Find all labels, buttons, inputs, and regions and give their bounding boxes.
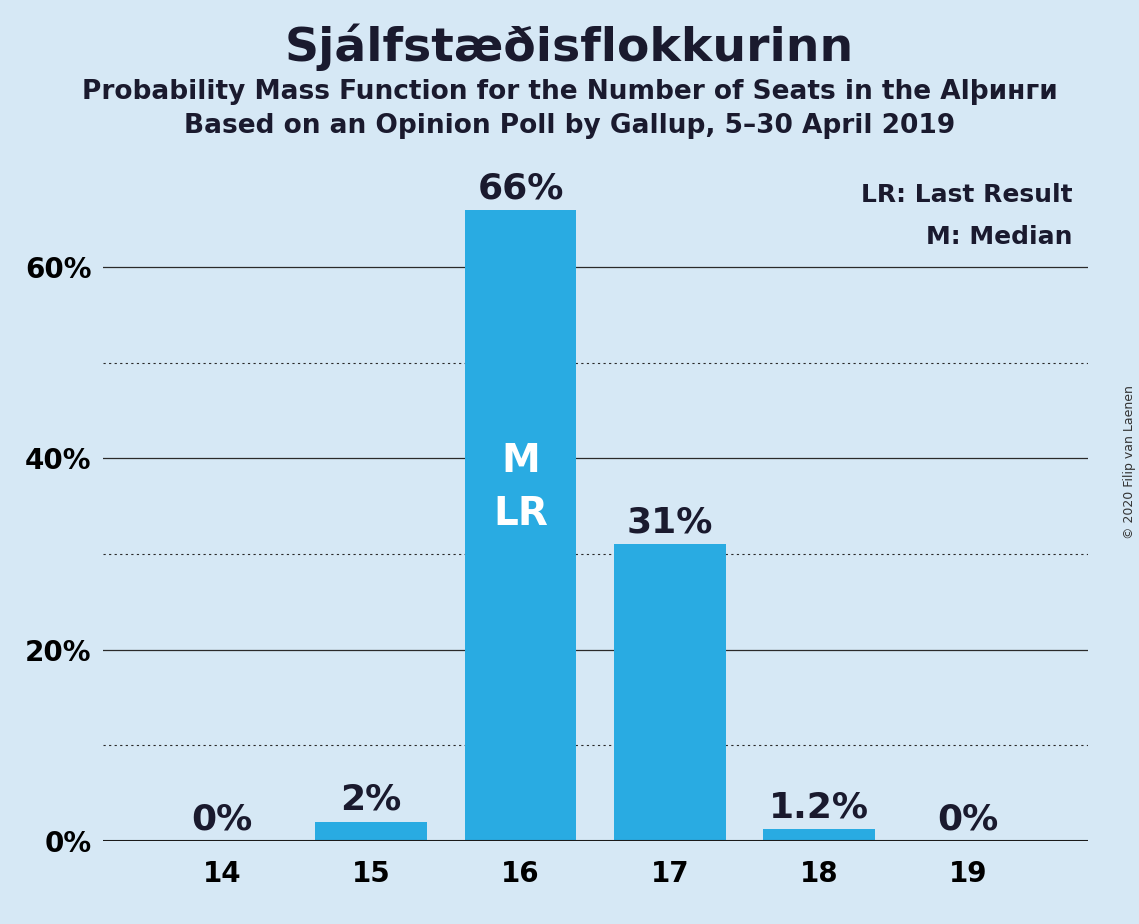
Text: Sjálfstæðisflokkurinn: Sjálfstæðisflokkurinn [285, 23, 854, 70]
Bar [614, 544, 726, 841]
Bar [763, 830, 875, 841]
Text: Based on an Opinion Poll by Gallup, 5–30 April 2019: Based on an Opinion Poll by Gallup, 5–30… [183, 113, 956, 139]
Text: 31%: 31% [626, 505, 713, 540]
Text: LR: Last Result: LR: Last Result [861, 184, 1073, 207]
Text: 0%: 0% [937, 802, 999, 836]
Text: 2%: 2% [341, 783, 402, 817]
Bar [465, 210, 576, 841]
Text: M
LR: M LR [493, 442, 548, 532]
Text: Probability Mass Function for the Number of Seats in the Alþинги: Probability Mass Function for the Number… [82, 79, 1057, 104]
Text: 66%: 66% [477, 171, 564, 205]
Text: 0%: 0% [191, 802, 253, 836]
Bar [316, 821, 427, 841]
Text: 1.2%: 1.2% [769, 791, 869, 824]
Text: M: Median: M: Median [926, 225, 1073, 249]
Text: © 2020 Filip van Laenen: © 2020 Filip van Laenen [1123, 385, 1137, 539]
